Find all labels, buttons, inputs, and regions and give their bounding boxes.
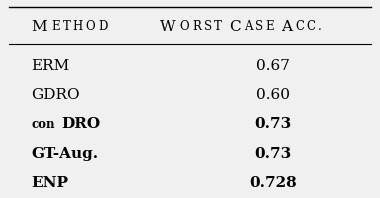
- Text: W: W: [160, 20, 176, 34]
- Text: ERM: ERM: [32, 59, 70, 73]
- Text: .: .: [318, 20, 322, 33]
- Text: E: E: [52, 20, 60, 33]
- Text: DRO: DRO: [62, 117, 101, 131]
- Text: D: D: [98, 20, 108, 33]
- Text: GT-Aug.: GT-Aug.: [32, 147, 99, 161]
- Text: T: T: [214, 20, 222, 33]
- Text: 0.73: 0.73: [254, 147, 291, 161]
- Text: 0.73: 0.73: [254, 117, 291, 131]
- Text: S: S: [255, 20, 263, 33]
- Text: 0.60: 0.60: [256, 88, 290, 102]
- Text: O: O: [180, 20, 190, 33]
- Text: 0.728: 0.728: [249, 176, 297, 190]
- Text: E: E: [265, 20, 274, 33]
- Text: R: R: [192, 20, 201, 33]
- Text: GDRO: GDRO: [32, 88, 80, 102]
- Text: C: C: [307, 20, 315, 33]
- Text: ENP: ENP: [32, 176, 68, 190]
- Text: C: C: [229, 20, 241, 34]
- Text: A: A: [281, 20, 292, 34]
- Text: C: C: [295, 20, 304, 33]
- Text: M: M: [32, 20, 47, 34]
- Text: A: A: [244, 20, 252, 33]
- Text: con: con: [32, 118, 55, 131]
- Text: O: O: [86, 20, 95, 33]
- Text: S: S: [204, 20, 212, 33]
- Text: T: T: [63, 20, 71, 33]
- Text: H: H: [73, 20, 83, 33]
- Text: 0.67: 0.67: [256, 59, 290, 73]
